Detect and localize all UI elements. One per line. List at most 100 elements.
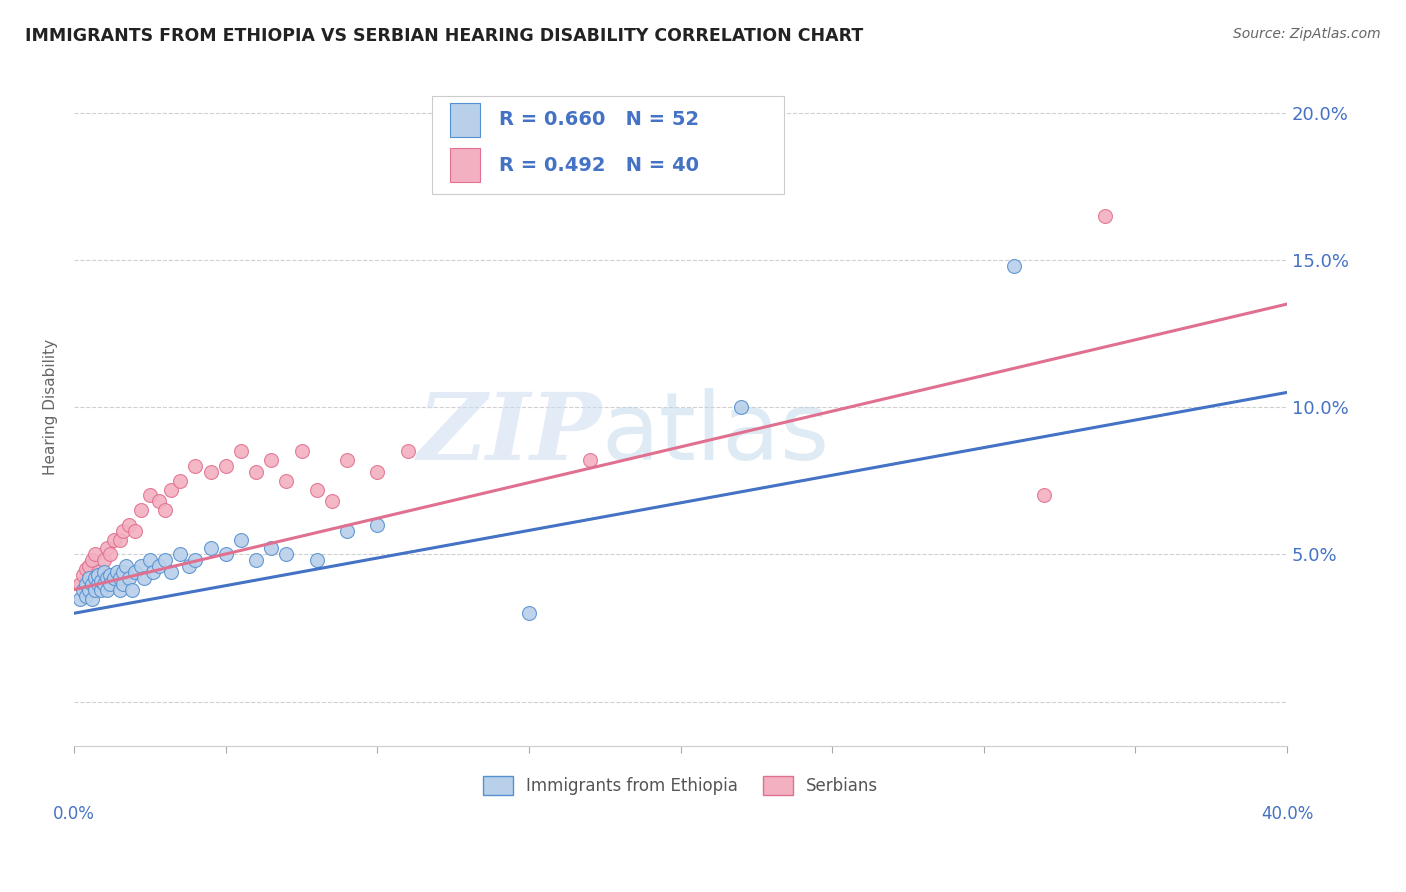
Point [290, 444, 312, 458]
Point [77, 571, 100, 585]
Point [69, 591, 91, 606]
Point [305, 483, 328, 497]
Point [336, 453, 359, 467]
Point [396, 444, 419, 458]
Point [82, 591, 104, 606]
Point [96, 541, 118, 556]
Point [160, 565, 183, 579]
Point [200, 465, 222, 479]
Point [121, 582, 143, 597]
Point [103, 533, 125, 547]
Point [90, 582, 112, 597]
Point [105, 565, 128, 579]
Point [108, 533, 131, 547]
Point [90, 571, 112, 585]
Point [366, 465, 388, 479]
Point [75, 576, 97, 591]
Point [93, 576, 115, 591]
Point [111, 524, 134, 538]
Point [124, 565, 146, 579]
Text: ZIP: ZIP [418, 389, 602, 479]
Point [103, 571, 125, 585]
FancyBboxPatch shape [432, 95, 783, 194]
Point [84, 582, 107, 597]
Text: R = 0.492   N = 40: R = 0.492 N = 40 [499, 155, 699, 175]
Point [229, 444, 252, 458]
Point [82, 553, 104, 567]
Text: 40.0%: 40.0% [1261, 805, 1313, 822]
Point [75, 562, 97, 576]
Point [75, 589, 97, 603]
Point [77, 582, 100, 597]
Point [1033, 488, 1056, 502]
Point [1094, 209, 1116, 223]
Point [114, 559, 136, 574]
Point [118, 571, 141, 585]
Point [184, 458, 207, 473]
Point [129, 559, 152, 574]
Point [276, 474, 298, 488]
Point [82, 576, 104, 591]
Point [93, 565, 115, 579]
Point [260, 541, 283, 556]
Point [96, 582, 118, 597]
Bar [450, 148, 481, 182]
Point [200, 541, 222, 556]
Point [730, 400, 752, 414]
Text: R = 0.660   N = 52: R = 0.660 N = 52 [499, 110, 699, 129]
Point [124, 524, 146, 538]
Point [215, 458, 238, 473]
Point [111, 565, 134, 579]
Point [245, 465, 267, 479]
Point [93, 553, 115, 567]
Point [260, 453, 283, 467]
Point [169, 474, 191, 488]
Point [160, 483, 183, 497]
Point [139, 488, 162, 502]
Point [305, 553, 328, 567]
Point [1002, 259, 1025, 273]
Point [69, 576, 91, 591]
Point [108, 571, 131, 585]
Point [72, 568, 94, 582]
Point [87, 565, 110, 579]
Point [578, 453, 600, 467]
Point [179, 559, 201, 574]
Point [142, 565, 165, 579]
Point [108, 582, 131, 597]
Bar [450, 103, 481, 136]
Point [184, 553, 207, 567]
Point [517, 607, 540, 621]
Point [139, 553, 162, 567]
Point [87, 568, 110, 582]
Point [132, 571, 155, 585]
Point [90, 574, 112, 588]
Point [72, 582, 94, 597]
Point [153, 503, 176, 517]
Point [336, 524, 359, 538]
Text: IMMIGRANTS FROM ETHIOPIA VS SERBIAN HEARING DISABILITY CORRELATION CHART: IMMIGRANTS FROM ETHIOPIA VS SERBIAN HEAR… [25, 27, 863, 45]
Y-axis label: Hearing Disability: Hearing Disability [44, 339, 58, 475]
Point [77, 559, 100, 574]
Point [366, 517, 388, 532]
Text: 0.0%: 0.0% [53, 805, 96, 822]
Point [153, 553, 176, 567]
Point [229, 533, 252, 547]
Point [215, 547, 238, 561]
Point [100, 547, 122, 561]
Point [84, 547, 107, 561]
Point [148, 494, 170, 508]
Point [75, 582, 97, 597]
Point [87, 576, 110, 591]
Point [96, 571, 118, 585]
Point [100, 576, 122, 591]
Text: atlas: atlas [602, 388, 830, 480]
Point [111, 576, 134, 591]
Point [276, 547, 298, 561]
Point [245, 553, 267, 567]
Point [100, 568, 122, 582]
Point [118, 517, 141, 532]
Text: Source: ZipAtlas.com: Source: ZipAtlas.com [1233, 27, 1381, 41]
Point [169, 547, 191, 561]
Legend: Immigrants from Ethiopia, Serbians: Immigrants from Ethiopia, Serbians [477, 770, 884, 802]
